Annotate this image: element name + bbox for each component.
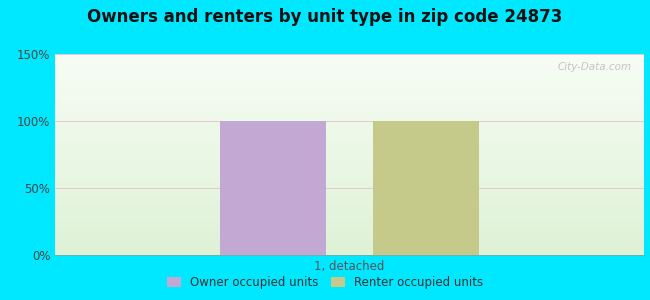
Text: Owners and renters by unit type in zip code 24873: Owners and renters by unit type in zip c… — [87, 8, 563, 26]
Bar — [373, 121, 479, 255]
Text: City-Data.com: City-Data.com — [558, 62, 632, 72]
Legend: Owner occupied units, Renter occupied units: Owner occupied units, Renter occupied un… — [162, 272, 488, 294]
Bar — [220, 121, 326, 255]
